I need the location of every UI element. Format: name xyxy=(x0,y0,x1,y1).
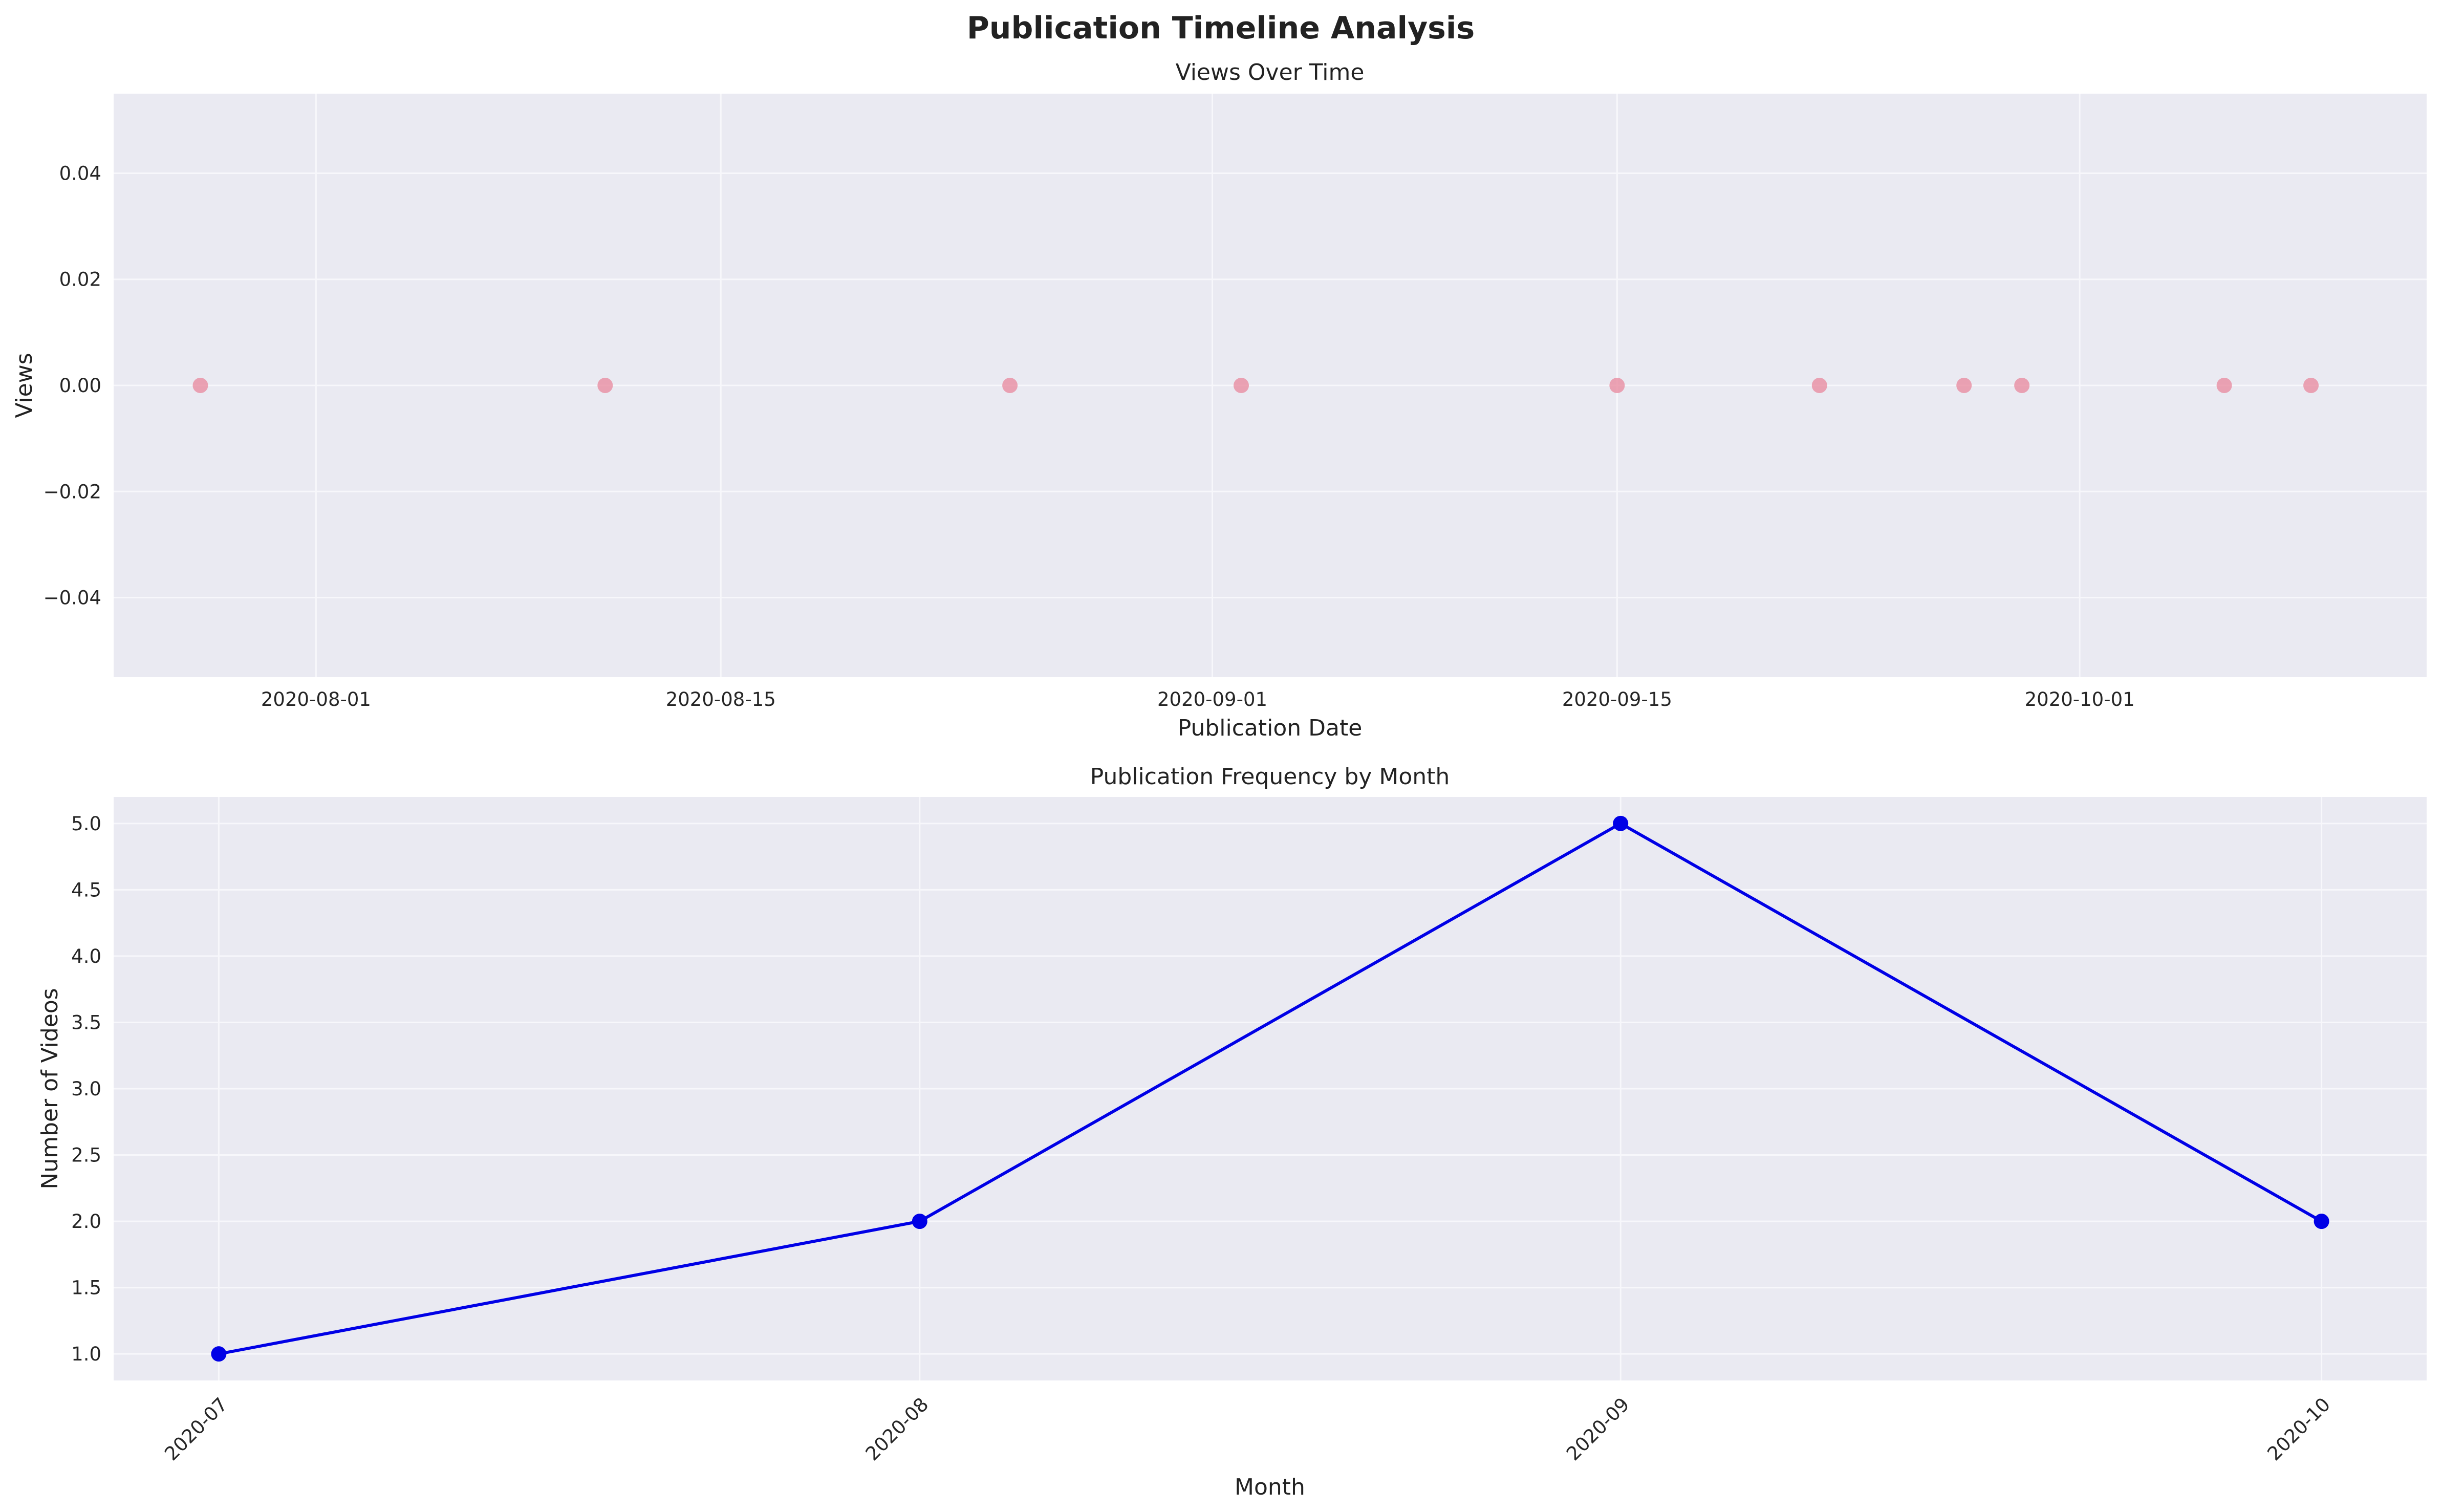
views-x-tick-label: 2020-08-15 xyxy=(666,688,776,710)
views-y-ticks: 0.04 0.02 0.00 −0.02 −0.04 xyxy=(44,162,101,609)
views-point xyxy=(1956,378,1972,393)
frequency-y-tick-label: 3.5 xyxy=(71,1011,101,1033)
frequency-y-tick-label: 4.0 xyxy=(71,945,101,967)
views-point xyxy=(2014,378,2030,393)
views-y-tick-label: 0.02 xyxy=(59,269,101,291)
frequency-chart-title: Publication Frequency by Month xyxy=(1090,764,1450,790)
frequency-y-tick-label: 5.0 xyxy=(71,813,101,835)
views-points xyxy=(192,378,2319,393)
frequency-y-axis-label: Number of Videos xyxy=(37,988,63,1189)
figure-title: Publication Timeline Analysis xyxy=(967,10,1475,46)
views-point xyxy=(1234,378,1249,393)
frequency-x-tick-label: 2020-07 xyxy=(160,1393,232,1465)
frequency-x-tick-label: 2020-08 xyxy=(861,1393,933,1465)
views-x-tick-label: 2020-10-01 xyxy=(2025,688,2135,710)
frequency-y-tick-label: 1.5 xyxy=(71,1277,101,1299)
views-chart-title: Views Over Time xyxy=(1176,59,1365,85)
frequency-x-ticks: 2020-07 2020-08 2020-09 2020-10 xyxy=(160,1393,2335,1465)
frequency-series xyxy=(211,815,2329,1362)
frequency-y-tick-label: 2.5 xyxy=(71,1144,101,1167)
publication-frequency-chart: 2020-07 2020-08 2020-09 2020-10 5.0 4.5 4.0 3.… xyxy=(37,764,2427,1500)
frequency-x-axis-label: Month xyxy=(1235,1474,1305,1500)
views-point xyxy=(1002,378,1018,393)
frequency-y-tick-label: 2.0 xyxy=(71,1211,101,1233)
views-point xyxy=(2303,378,2319,393)
views-y-tick-label: −0.04 xyxy=(44,587,101,609)
frequency-line xyxy=(218,822,2323,1356)
views-x-tick-label: 2020-09-01 xyxy=(1157,688,1267,710)
views-point xyxy=(1609,378,1625,393)
frequency-y-tick-label: 4.5 xyxy=(71,879,101,901)
frequency-y-tick-label: 1.0 xyxy=(71,1343,101,1365)
views-x-tick-label: 2020-09-15 xyxy=(1562,688,1672,710)
views-y-tick-label: −0.02 xyxy=(44,481,101,503)
frequency-x-tick-label: 2020-10 xyxy=(2263,1393,2335,1465)
views-point xyxy=(192,378,208,393)
frequency-y-tick-label: 3.0 xyxy=(71,1078,101,1100)
views-point xyxy=(1811,378,1827,393)
frequency-point xyxy=(912,1214,927,1229)
views-y-tick-label: 0.00 xyxy=(59,375,101,397)
frequency-point xyxy=(211,1346,227,1362)
frequency-x-tick-label: 2020-09 xyxy=(1562,1393,1634,1465)
views-y-axis-label: Views xyxy=(11,353,37,418)
frequency-point xyxy=(2314,1214,2329,1229)
frequency-y-ticks: 5.0 4.5 4.0 3.5 3.0 2.5 2.0 1.5 1.0 xyxy=(71,813,101,1365)
views-point xyxy=(2216,378,2232,393)
views-x-tick-label: 2020-08-01 xyxy=(261,688,371,710)
frequency-grid xyxy=(114,797,2427,1380)
views-x-ticks: 2020-08-01 2020-08-15 2020-09-01 2020-09-15… xyxy=(261,688,2135,710)
views-point xyxy=(597,378,613,393)
views-y-tick-label: 0.04 xyxy=(59,162,101,184)
views-over-time-chart: 2020-08-01 2020-08-15 2020-09-01 2020-09-15… xyxy=(11,59,2427,741)
views-x-axis-label: Publication Date xyxy=(1178,715,1363,741)
views-grid xyxy=(114,94,2427,677)
frequency-point xyxy=(1613,815,1629,831)
